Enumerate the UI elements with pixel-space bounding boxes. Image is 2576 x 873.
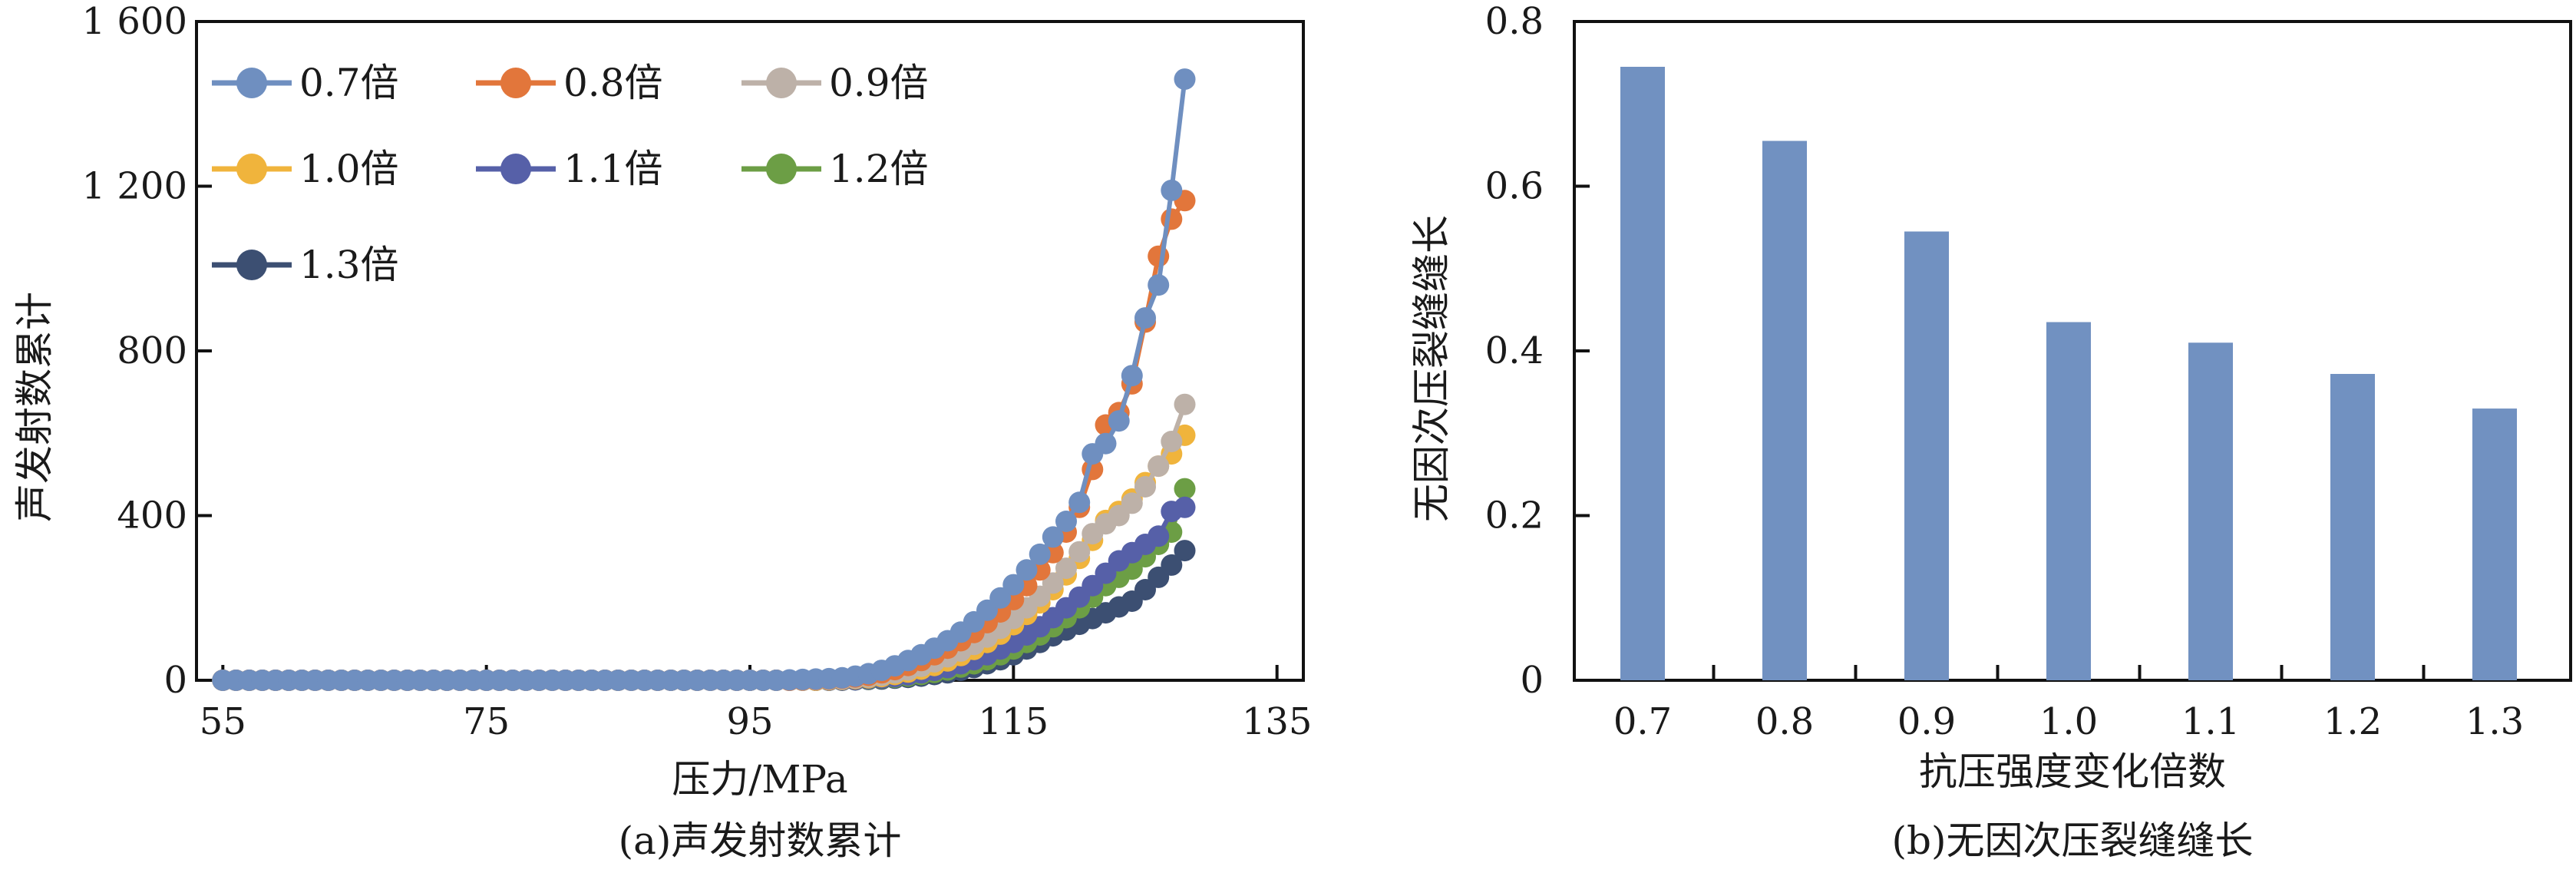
legend-item: 1.0倍 [212, 147, 399, 191]
plot-a-ticks [197, 20, 1279, 682]
data-point [1055, 557, 1077, 580]
legend-marker [236, 154, 267, 184]
x-tick-label-b: 0.7 [1613, 700, 1672, 743]
data-point [1068, 491, 1091, 514]
series-0.7倍 [212, 68, 1196, 691]
x-tick-label-b: 0.9 [1897, 700, 1956, 743]
x-tick-label-b: 1.3 [2465, 700, 2524, 743]
data-point [1148, 274, 1170, 296]
legend-item: 0.8倍 [476, 61, 663, 105]
data-point [1016, 559, 1038, 581]
plot-b-tick-labels: 0.7 0.8 0.9 1.0 1.1 1.2 1.3 0 0.2 0.4 0.6 0.8 [1485, 0, 2525, 743]
x-tick-label-b: 0.8 [1755, 700, 1814, 743]
data-point [1029, 543, 1051, 565]
legend-label: 0.9倍 [829, 61, 929, 105]
data-point [1042, 572, 1064, 594]
fracture-length-chart: 0.7 0.8 0.9 1.0 1.1 1.2 1.3 0 0.2 0.4 0.6 0.8 抗压强度变… [1409, 0, 2572, 863]
legend-marker [766, 154, 797, 184]
bar-1.3 [2472, 408, 2517, 680]
data-point [1148, 525, 1170, 547]
data-point [1161, 554, 1183, 576]
legend-label: 1.2倍 [829, 147, 929, 191]
data-point [1042, 526, 1064, 548]
y-tick-label-a: 1 200 [82, 165, 187, 208]
plot-a-caption: (a)声发射数累计 [619, 818, 902, 863]
y-tick-label-a: 0 [163, 659, 187, 702]
data-point [1068, 541, 1091, 563]
x-tick-label-b: 1.2 [2323, 700, 2382, 743]
bar-1.0 [2046, 322, 2091, 680]
data-point [1055, 511, 1077, 532]
legend-label: 0.8倍 [563, 61, 663, 105]
x-tick-label-b: 1.1 [2181, 700, 2240, 743]
x-tick-label-b: 1.0 [2039, 700, 2098, 743]
x-tick-label-a: 135 [1242, 700, 1313, 743]
legend-item: 1.2倍 [741, 147, 929, 191]
plot-a-legend: 0.7倍 0.8倍 0.9倍 1.0倍 1.1倍 1.2倍 1.3倍 [212, 61, 929, 287]
data-point [1174, 393, 1196, 415]
y-tick-label-b: 0 [1520, 659, 1544, 702]
data-point [1108, 410, 1130, 432]
plot-a-ylabel: 声发射数累计 [12, 292, 57, 522]
bar-0.7 [1620, 67, 1665, 680]
legend-label: 1.3倍 [299, 243, 399, 287]
legend-item: 1.3倍 [212, 243, 399, 287]
data-point [989, 587, 1012, 609]
legend-item: 0.9倍 [741, 61, 929, 105]
x-tick-label-a: 55 [200, 700, 246, 743]
legend-marker [500, 154, 531, 184]
legend-label: 1.0倍 [299, 147, 399, 191]
x-tick-label-a: 95 [726, 700, 773, 743]
data-point [1121, 492, 1143, 514]
bar-1.2 [2330, 374, 2375, 680]
data-point [1002, 574, 1025, 596]
y-tick-label-b: 0.8 [1485, 0, 1544, 43]
data-point [1148, 245, 1170, 267]
y-tick-label-b: 0.6 [1485, 165, 1544, 208]
plot-a-xlabel: 压力/MPa [672, 757, 847, 802]
y-tick-label-b: 0.2 [1485, 494, 1544, 537]
data-point [1134, 307, 1156, 329]
plot-b-xlabel: 抗压强度变化倍数 [1919, 749, 2226, 794]
data-point [1134, 476, 1156, 498]
data-point [1161, 431, 1183, 452]
bar-0.9 [1904, 231, 1949, 680]
bar-1.1 [2188, 342, 2233, 680]
bar-0.8 [1762, 141, 1807, 680]
plot-a-series [212, 68, 1196, 691]
plot-b-caption: (b)无因次压裂缝缝长 [1891, 818, 2253, 863]
data-point [1174, 68, 1196, 91]
data-point [1161, 208, 1183, 230]
data-point [1148, 455, 1170, 478]
legend-marker [236, 250, 267, 280]
data-point [1174, 540, 1196, 562]
legend-item: 0.7倍 [212, 61, 399, 105]
legend-label: 0.7倍 [299, 61, 399, 105]
legend-item: 1.1倍 [476, 147, 663, 191]
data-point [1161, 179, 1183, 201]
y-tick-label-b: 0.4 [1485, 329, 1544, 372]
data-point [1174, 496, 1196, 518]
data-point [1095, 432, 1117, 455]
legend-marker [236, 68, 267, 98]
plot-b-ylabel: 无因次压裂缝缝长 [1409, 215, 1454, 522]
y-tick-label-a: 400 [117, 494, 187, 537]
data-point [1121, 365, 1143, 387]
x-tick-label-a: 75 [463, 700, 510, 743]
legend-label: 1.1倍 [563, 147, 663, 191]
plot-b-ticks [1574, 20, 2426, 682]
x-tick-label-a: 115 [979, 700, 1049, 743]
legend-marker [766, 68, 797, 98]
plot-a-tick-labels: 55 75 95 115 135 0 400 800 1 200 1 600 [82, 0, 1313, 743]
data-point [1174, 478, 1196, 500]
y-tick-label-a: 800 [117, 329, 187, 372]
plot-b-bars [1620, 67, 2517, 680]
y-tick-label-a: 1 600 [82, 0, 187, 43]
legend-marker [500, 68, 531, 98]
